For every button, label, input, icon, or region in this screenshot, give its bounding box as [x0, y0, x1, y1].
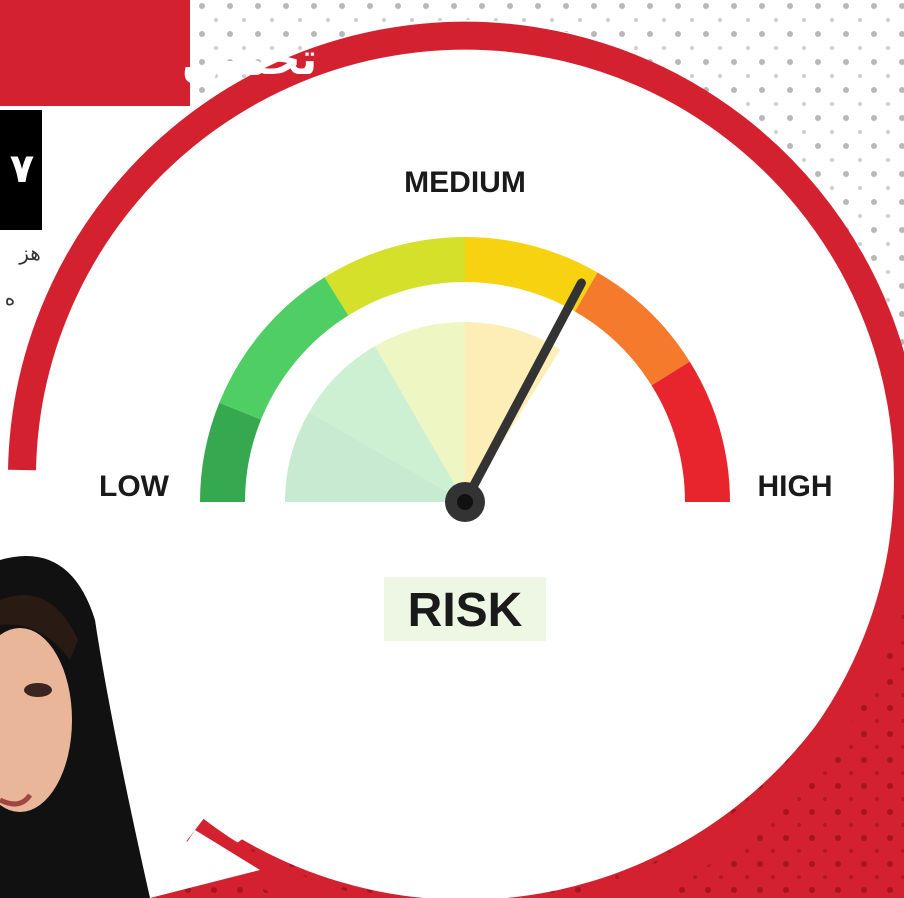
eye: [24, 683, 52, 697]
needle-hub-center: [457, 494, 473, 510]
gauge-label: LOW: [99, 470, 170, 503]
page: تخمین ۷ هز ه MEDIUM LOW HIGH RISK (() =>…: [0, 0, 904, 898]
gauge-label: MEDIUM: [404, 166, 526, 199]
gauge-caption: RISK: [408, 584, 523, 637]
side-text: ه: [5, 286, 15, 310]
side-text: هز: [18, 241, 41, 265]
poster: تخمین ۷ هز ه MEDIUM LOW HIGH RISK: [0, 0, 904, 898]
banner-number: ۷: [10, 146, 34, 192]
gauge-label: HIGH: [758, 470, 833, 503]
banner-title: تخمین: [182, 34, 317, 85]
title-banner: [0, 0, 190, 106]
